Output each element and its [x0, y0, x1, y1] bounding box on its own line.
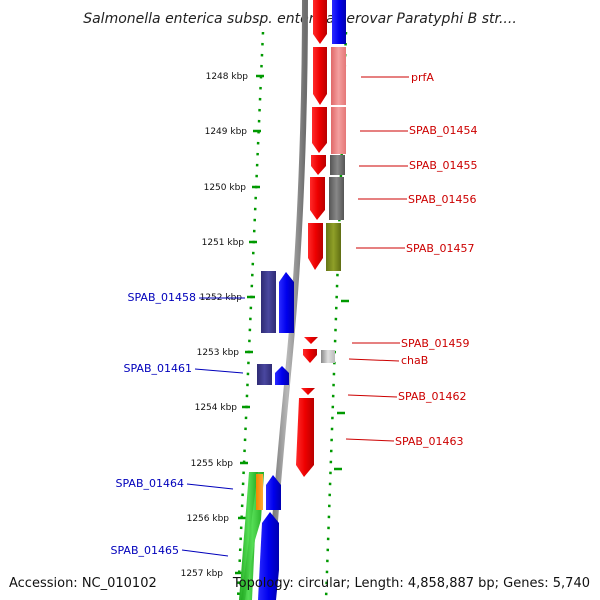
inner-dotted-ring: [236, 31, 265, 600]
tick-label-1253: 1253 kbp: [197, 348, 240, 358]
gene-arrow[interactable]: [275, 366, 289, 385]
gene-label-spab-01461[interactable]: SPAB_01461: [124, 362, 192, 375]
outer-dotted-ring: [324, 31, 348, 600]
track-block-orange: [256, 474, 263, 510]
reverse-strand-genes: [239, 271, 294, 600]
gene-arrow-spab-01465[interactable]: [258, 512, 279, 600]
track-block: [326, 223, 341, 271]
tick-label-1254: 1254 kbp: [195, 403, 238, 413]
gene-label-spab-01465[interactable]: SPAB_01465: [111, 544, 179, 557]
gene-label-chab[interactable]: chaB: [401, 354, 428, 367]
comparison-track: [321, 0, 346, 363]
gene-arrow[interactable]: [313, 0, 327, 44]
gene-arrow-prfA[interactable]: [313, 47, 327, 105]
gene-arrow-spab-01464[interactable]: [266, 475, 281, 510]
gene-arrow-spab-01459[interactable]: [304, 337, 318, 344]
tick-label-1251: 1251 kbp: [202, 238, 245, 248]
tick-label-1255: 1255 kbp: [191, 459, 234, 469]
tick-label-1256: 1256 kbp: [187, 514, 230, 524]
gene-arrow-spab-01456[interactable]: [310, 177, 325, 220]
gene-arrow-chab[interactable]: [303, 349, 317, 363]
gene-arrow-spab-01457[interactable]: [308, 223, 323, 270]
track-block-green: [239, 472, 258, 600]
map-title: Salmonella enterica subsp. enterica sero…: [83, 11, 517, 27]
tick-label-1250: 1250 kbp: [204, 183, 247, 193]
track-block: [321, 350, 335, 363]
gene-arrow-spab-01463[interactable]: [296, 398, 314, 477]
track-block: [332, 0, 346, 44]
genome-summary-text: Topology: circular; Length: 4,858,887 bp…: [232, 576, 590, 591]
gene-label-spab-01457[interactable]: SPAB_01457: [406, 242, 474, 255]
tick-label-1248: 1248 kbp: [206, 72, 249, 82]
forward-strand-genes: [296, 0, 327, 477]
track-block: [331, 47, 346, 105]
scale-ticks: [235, 74, 349, 575]
track-block: [330, 155, 345, 175]
left-leaders: [181, 297, 245, 557]
track-block: [329, 177, 344, 220]
gene-label-spab-01459[interactable]: SPAB_01459: [401, 337, 469, 350]
gene-label-spab-01458[interactable]: SPAB_01458: [128, 291, 196, 304]
gene-label-spab-01455[interactable]: SPAB_01455: [409, 159, 477, 172]
gene-label-spab-01462[interactable]: SPAB_01462: [398, 390, 466, 403]
gene-arrow-spab-01455[interactable]: [311, 155, 326, 175]
gene-label-prfA[interactable]: prfA: [411, 71, 434, 84]
gene-label-spab-01456[interactable]: SPAB_01456: [408, 193, 476, 206]
right-leaders: [345, 76, 409, 442]
accession-text: Accession: NC_010102: [9, 576, 157, 591]
gene-label-spab-01454[interactable]: SPAB_01454: [409, 124, 477, 137]
gene-arrow-spab-01458[interactable]: [261, 271, 276, 333]
gene-arrow[interactable]: [279, 272, 294, 333]
track-block: [331, 107, 346, 154]
gene-arrow-spab-01454[interactable]: [312, 107, 327, 153]
tick-label-1249: 1249 kbp: [205, 127, 248, 137]
tick-label-1257: 1257 kbp: [181, 569, 224, 579]
gene-arrow-spab-01461[interactable]: [257, 364, 272, 385]
gene-arrow-spab-01462[interactable]: [301, 388, 315, 395]
gene-label-spab-01463[interactable]: SPAB_01463: [395, 435, 463, 448]
gene-label-spab-01464[interactable]: SPAB_01464: [116, 477, 184, 490]
